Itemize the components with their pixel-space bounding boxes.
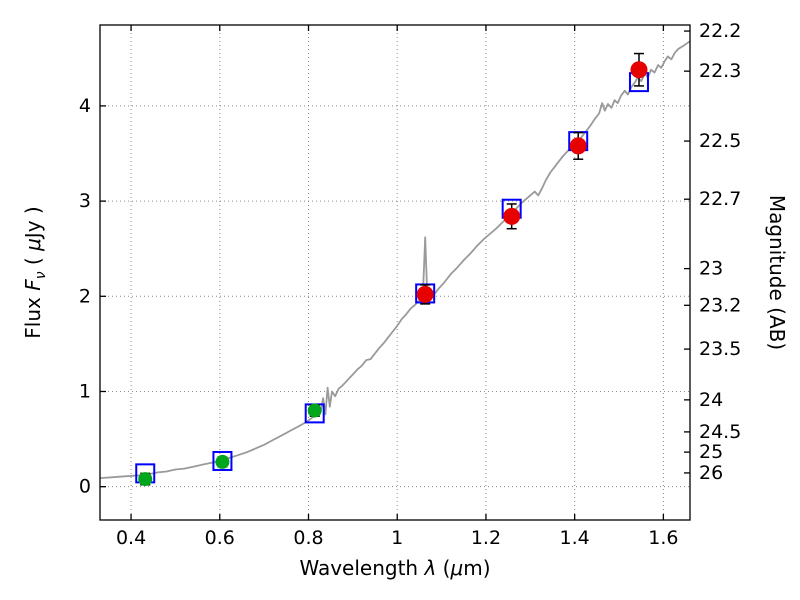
observed-optical bbox=[138, 403, 322, 487]
y-right-tick-label: 24 bbox=[699, 389, 723, 411]
y-axis-label-right: Magnitude (AB) bbox=[765, 195, 789, 350]
y-left-tick-label: 4 bbox=[79, 95, 91, 117]
observed-point bbox=[416, 285, 434, 303]
y-right-tick-label: 22.2 bbox=[699, 20, 741, 42]
plot-area bbox=[100, 25, 690, 520]
x-tick-label: 0.4 bbox=[116, 527, 146, 549]
y-right-tick-label: 22.5 bbox=[699, 130, 741, 152]
y-left-tick-label: 1 bbox=[79, 380, 91, 402]
tick-marks bbox=[100, 25, 690, 520]
y-left-tick-label: 0 bbox=[79, 476, 91, 498]
y-right-tick-label: 23.5 bbox=[699, 338, 741, 360]
y-right-tick-label: 22.3 bbox=[699, 60, 741, 82]
y-right-tick-label: 23 bbox=[699, 258, 723, 280]
x-tick-label: 1 bbox=[391, 527, 403, 549]
series-layer bbox=[100, 40, 690, 479]
model-photometry-square bbox=[212, 450, 233, 471]
x-axis-label: Wavelength λ (μm) bbox=[299, 556, 490, 580]
model-spectrum bbox=[100, 40, 690, 479]
gridlines bbox=[100, 25, 690, 520]
y-right-tick-label: 25 bbox=[699, 441, 723, 463]
y-left-tick-label: 3 bbox=[79, 190, 91, 212]
y-right-tick-label: 26 bbox=[699, 462, 723, 484]
x-tick-label: 0.8 bbox=[293, 527, 323, 549]
observed-point bbox=[569, 137, 587, 155]
observed-point bbox=[307, 403, 322, 418]
x-tick-label: 1.2 bbox=[471, 527, 501, 549]
y-left-tick-label: 2 bbox=[79, 285, 91, 307]
y-axis-label-left: Flux Fν ( μJy ) bbox=[21, 206, 49, 338]
x-tick-label: 1.4 bbox=[560, 527, 590, 549]
axes-frame bbox=[99, 24, 691, 521]
y-right-tick-label: 23.2 bbox=[699, 294, 741, 316]
x-tick-label: 0.6 bbox=[205, 527, 235, 549]
observed-point bbox=[138, 472, 153, 487]
observed-point bbox=[503, 207, 521, 225]
observed-nir bbox=[416, 52, 648, 305]
y-right-tick-label: 24.5 bbox=[699, 421, 741, 443]
observed-point bbox=[630, 61, 648, 79]
observed-point bbox=[215, 454, 230, 469]
y-right-tick-label: 22.7 bbox=[699, 188, 741, 210]
x-tick-label: 1.6 bbox=[648, 527, 678, 549]
